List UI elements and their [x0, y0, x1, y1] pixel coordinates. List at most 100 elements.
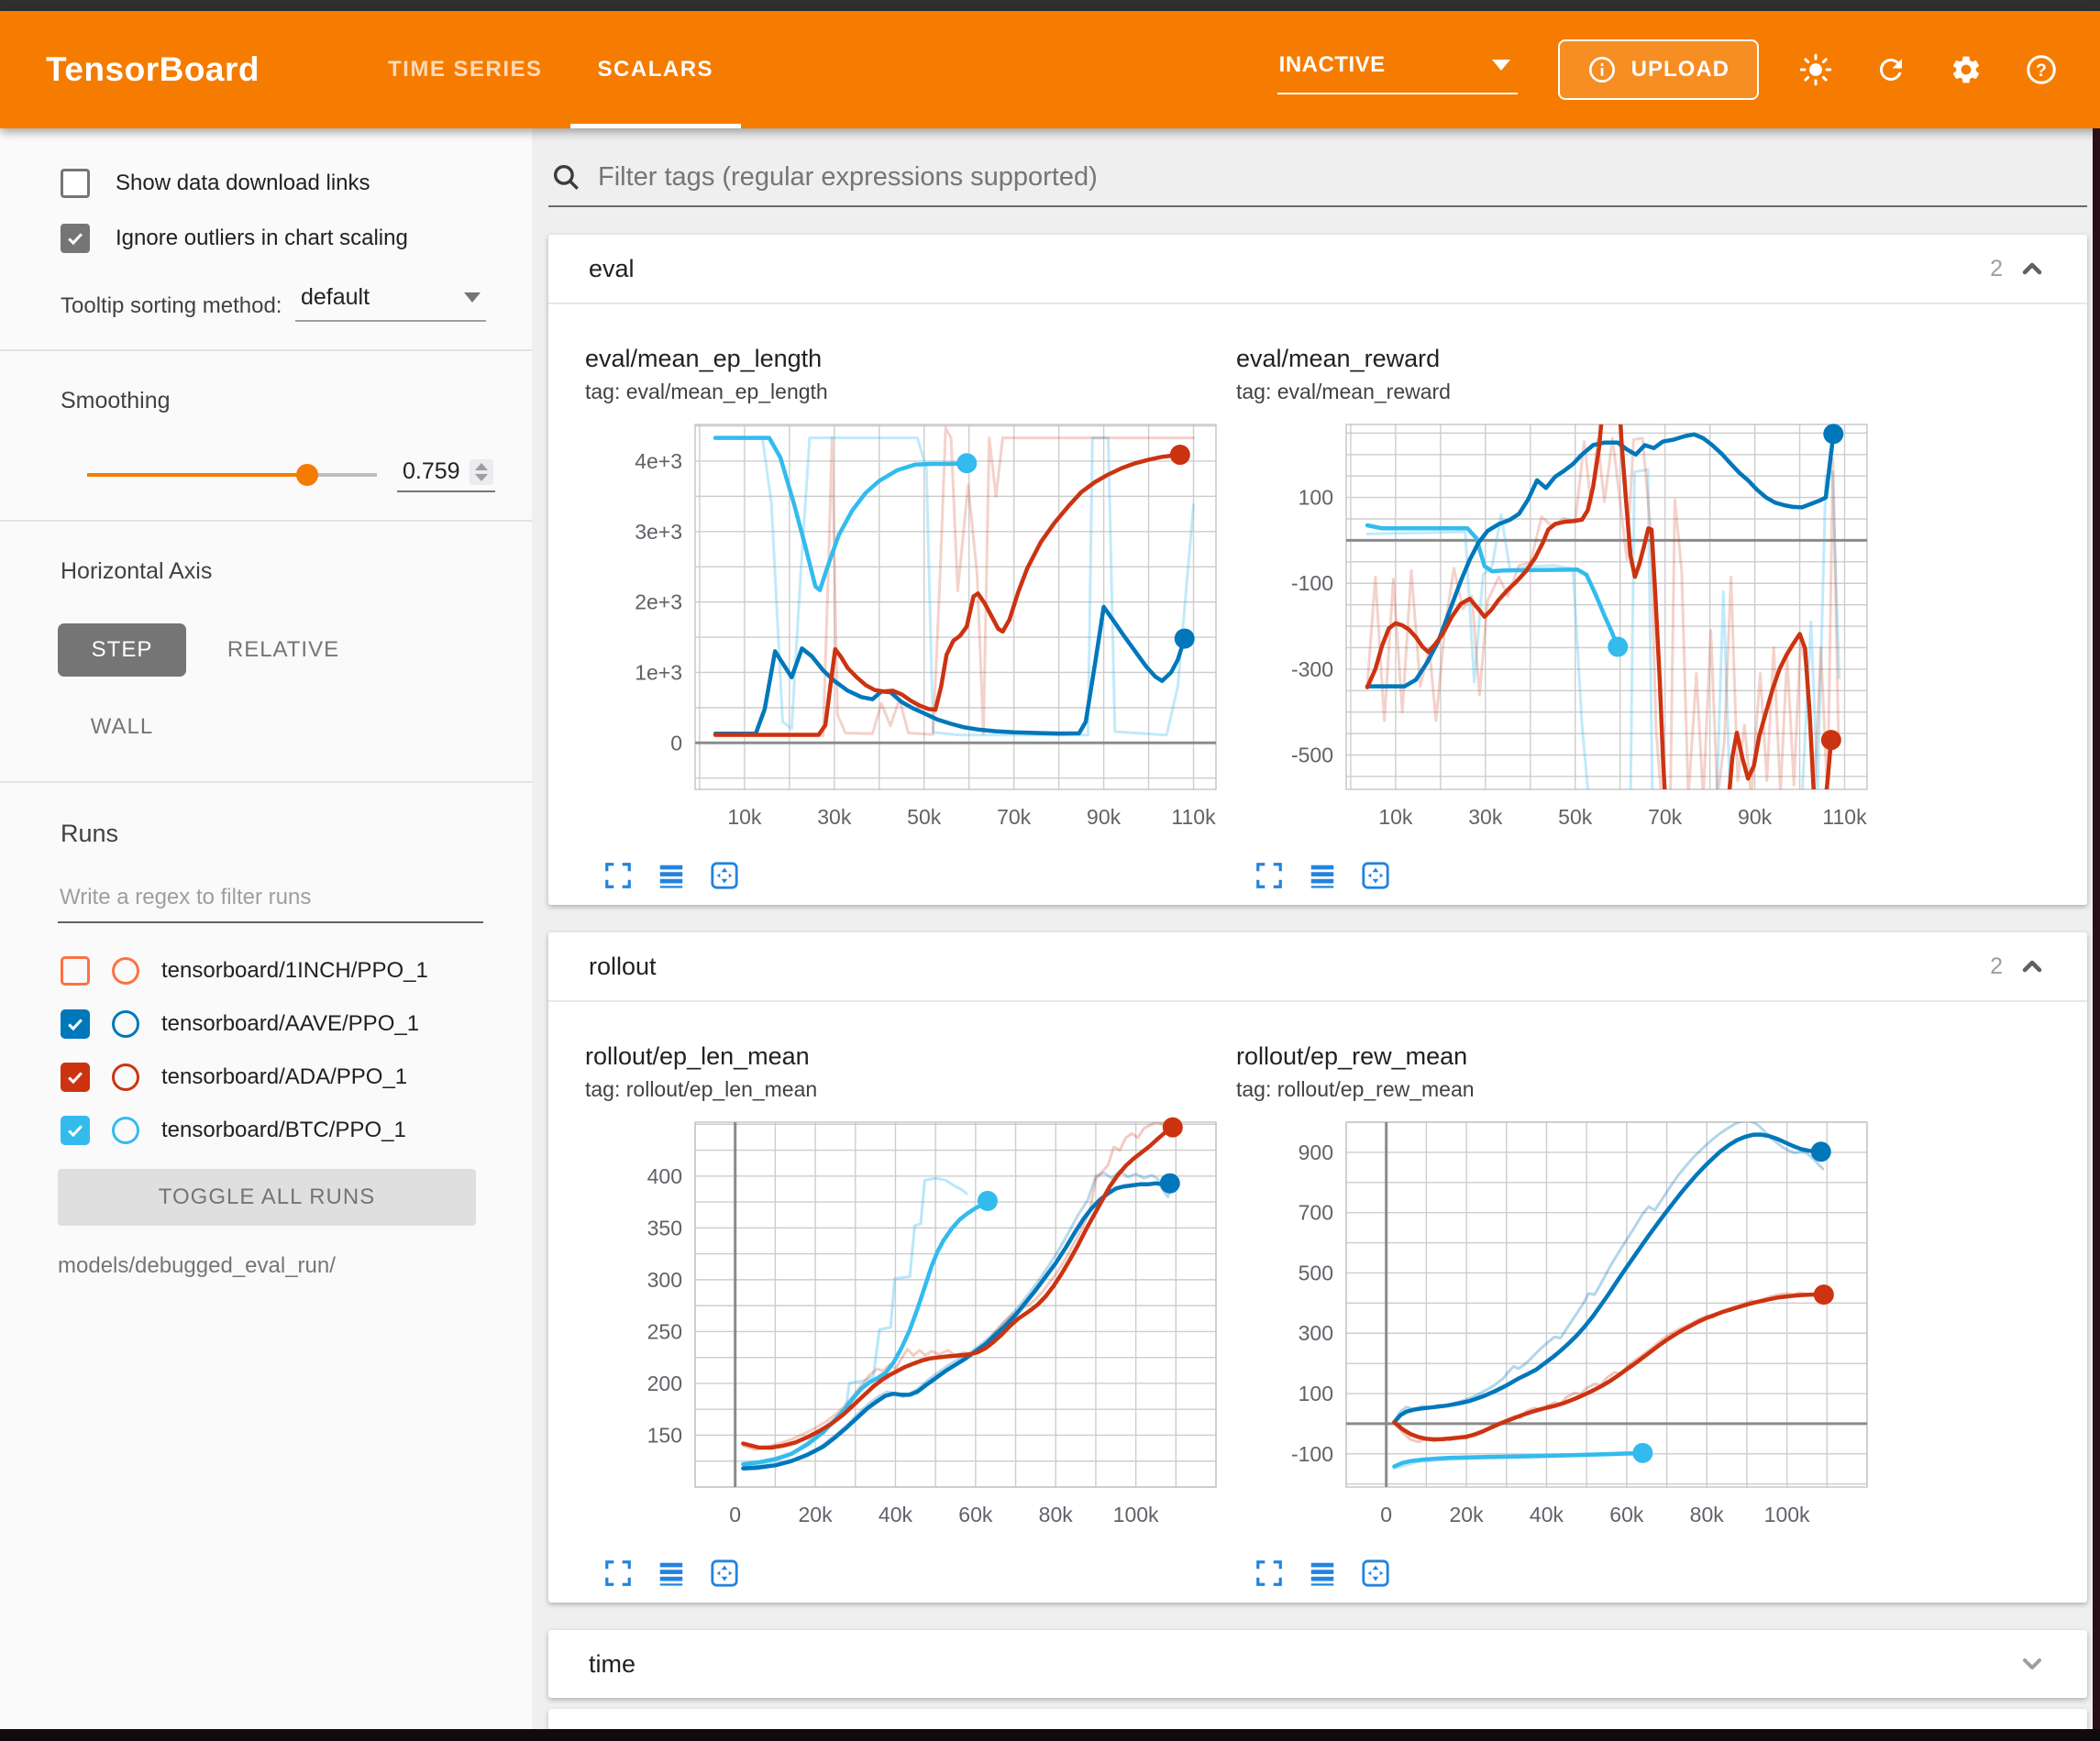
horizontal-axis-heading: Horizontal Axis — [61, 558, 532, 585]
fit-domain-icon[interactable] — [710, 861, 739, 890]
checkbox[interactable] — [61, 224, 90, 253]
section-chart-count: 2 — [1990, 256, 2003, 282]
svg-text:10k: 10k — [1378, 805, 1413, 829]
run-label: tensorboard/ADA/PPO_1 — [161, 1064, 407, 1090]
stepper-down-icon[interactable] — [475, 474, 488, 481]
slider-thumb[interactable] — [296, 464, 318, 486]
section-header-rollout[interactable]: rollout 2 — [548, 932, 2087, 1000]
number-stepper[interactable] — [470, 459, 493, 485]
svg-text:1e+3: 1e+3 — [635, 660, 682, 684]
section-name: eval — [589, 255, 635, 283]
svg-text:50k: 50k — [1558, 805, 1593, 829]
run-row-aave[interactable]: tensorboard/AAVE/PPO_1 — [61, 1009, 532, 1039]
section-name: time — [589, 1650, 636, 1679]
run-checkbox[interactable] — [61, 956, 90, 986]
runs-selector-icon[interactable] — [1308, 861, 1337, 890]
svg-text:3e+3: 3e+3 — [635, 520, 682, 544]
expand-chart-icon[interactable] — [1254, 1559, 1284, 1588]
show-download-links-option[interactable]: Show data download links — [61, 169, 504, 198]
section-card-eval: eval 2 eval/mean_ep_length tag: eval/mea… — [548, 235, 2087, 905]
svg-text:400: 400 — [647, 1164, 682, 1188]
app-header: TensorBoard TIME SERIES SCALARS INACTIVE… — [0, 11, 2100, 128]
smoothing-slider[interactable] — [87, 473, 377, 477]
run-color-swatch[interactable] — [112, 1063, 139, 1091]
tooltip-sorting-label: Tooltip sorting method: — [61, 291, 295, 322]
run-color-swatch[interactable] — [112, 1117, 139, 1144]
svg-text:10k: 10k — [727, 805, 762, 829]
fit-domain-icon[interactable] — [1361, 861, 1390, 890]
chart-tag: tag: eval/mean_reward — [1236, 380, 1880, 404]
chevron-down-icon[interactable] — [2017, 1649, 2047, 1679]
window-bottom-edge — [0, 1729, 2100, 1741]
tag-filter-bar[interactable] — [548, 158, 2087, 207]
settings-icon[interactable] — [1950, 53, 1983, 86]
run-checkbox[interactable] — [61, 1116, 90, 1145]
refresh-icon[interactable] — [1874, 53, 1907, 86]
runs-selector-icon[interactable] — [657, 861, 686, 890]
svg-text:20k: 20k — [799, 1503, 834, 1526]
run-checkbox[interactable] — [61, 1009, 90, 1039]
help-icon[interactable]: ? — [2025, 53, 2058, 86]
chart-tag: tag: rollout/ep_rew_mean — [1236, 1077, 1880, 1102]
tab-scalars[interactable]: SCALARS — [570, 11, 742, 128]
scalars-dashboard: eval 2 eval/mean_ep_length tag: eval/mea… — [532, 128, 2100, 1741]
run-checkbox[interactable] — [61, 1063, 90, 1092]
tooltip-sorting-select[interactable]: default — [295, 284, 486, 322]
fit-domain-icon[interactable] — [710, 1559, 739, 1588]
ignore-outliers-option[interactable]: Ignore outliers in chart scaling — [61, 224, 504, 253]
tag-filter-input[interactable] — [598, 162, 2083, 193]
runs-selector-icon[interactable] — [1308, 1559, 1337, 1588]
toggle-all-runs-button[interactable]: TOGGLE ALL RUNS — [58, 1169, 476, 1226]
section-header-time[interactable]: time — [548, 1630, 2087, 1698]
divider — [0, 520, 532, 522]
axis-relative-button[interactable]: RELATIVE — [219, 623, 348, 677]
chevron-up-icon[interactable] — [2017, 254, 2047, 283]
svg-text:300: 300 — [647, 1268, 682, 1292]
expand-chart-icon[interactable] — [1254, 861, 1284, 890]
smoothing-value-field[interactable]: 0.759 — [397, 457, 495, 492]
svg-text:250: 250 — [647, 1319, 682, 1343]
upload-button[interactable]: UPLOAD — [1558, 39, 1759, 100]
window-top-edge — [0, 0, 2100, 11]
checkbox[interactable] — [61, 169, 90, 198]
chart-card-eval-mean-reward: eval/mean_reward tag: eval/mean_reward 1… — [1236, 345, 1880, 890]
axis-wall-button[interactable]: WALL — [58, 700, 186, 754]
chart-title: rollout/ep_len_mean — [585, 1042, 1229, 1071]
svg-text:90k: 90k — [1738, 805, 1773, 829]
section-name: rollout — [589, 953, 657, 981]
expand-chart-icon[interactable] — [603, 1559, 633, 1588]
stepper-up-icon[interactable] — [475, 463, 488, 470]
divider — [0, 349, 532, 351]
section-header-eval[interactable]: eval 2 — [548, 235, 2087, 303]
brightness-icon[interactable] — [1799, 53, 1832, 86]
run-color-swatch[interactable] — [112, 957, 139, 985]
svg-text:-100: -100 — [1291, 1442, 1333, 1466]
line-chart-eval-mean-ep-length[interactable]: 10k30k50k70k90k110k01e+32e+33e+34e+3 — [585, 413, 1227, 854]
svg-text:30k: 30k — [817, 805, 852, 829]
run-row-ada[interactable]: tensorboard/ADA/PPO_1 — [61, 1063, 532, 1092]
status-dropdown[interactable]: INACTIVE — [1277, 45, 1518, 94]
chevron-up-icon[interactable] — [2017, 952, 2047, 981]
runs-selector-icon[interactable] — [657, 1559, 686, 1588]
chart-tag: tag: eval/mean_ep_length — [585, 380, 1229, 404]
fit-domain-icon[interactable] — [1361, 1559, 1390, 1588]
axis-step-button[interactable]: STEP — [58, 623, 186, 677]
svg-text:60k: 60k — [958, 1503, 993, 1526]
runs-filter-input[interactable] — [58, 885, 483, 923]
smoothing-value: 0.759 — [403, 458, 460, 485]
line-chart-rollout-ep-rew-mean[interactable]: 020k40k60k80k100k-100100300500700900 — [1236, 1111, 1878, 1551]
run-row-btc[interactable]: tensorboard/BTC/PPO_1 — [61, 1116, 532, 1145]
search-icon — [550, 161, 581, 193]
svg-text:0: 0 — [670, 731, 682, 755]
run-row-1inch[interactable]: tensorboard/1INCH/PPO_1 — [61, 956, 532, 986]
run-label: tensorboard/BTC/PPO_1 — [161, 1118, 406, 1143]
expand-chart-icon[interactable] — [603, 861, 633, 890]
run-color-swatch[interactable] — [112, 1010, 139, 1038]
line-chart-eval-mean-reward[interactable]: 10k30k50k70k90k110k100-100-300-500 — [1236, 413, 1878, 854]
run-label: tensorboard/AAVE/PPO_1 — [161, 1011, 419, 1037]
chevron-down-icon — [1492, 60, 1510, 71]
line-chart-rollout-ep-len-mean[interactable]: 020k40k60k80k100k150200250300350400 — [585, 1111, 1227, 1551]
svg-text:100k: 100k — [1764, 1503, 1810, 1526]
chart-tag: tag: rollout/ep_len_mean — [585, 1077, 1229, 1102]
tab-time-series[interactable]: TIME SERIES — [360, 11, 570, 128]
